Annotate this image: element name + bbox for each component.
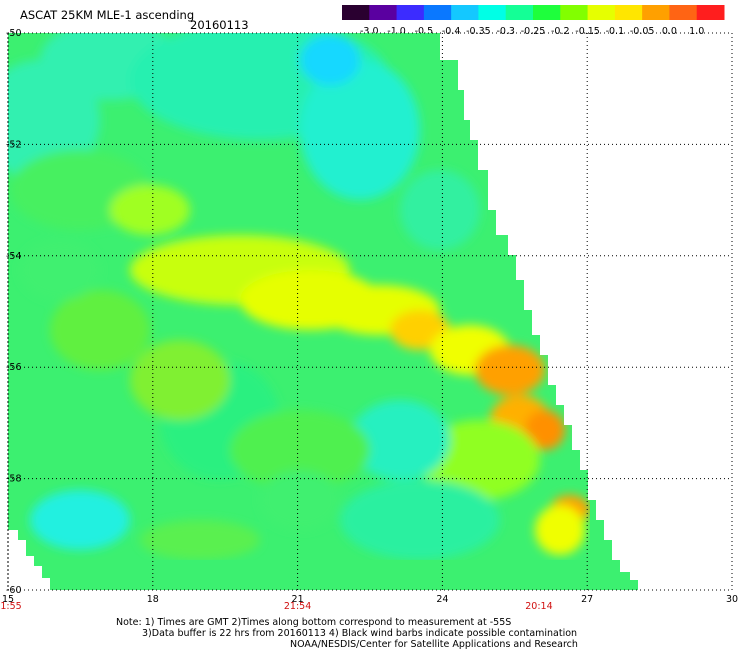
colorbar-label: 0.0 [662,26,677,37]
product-date: 20160113 [190,18,249,32]
colorbar-swatch [614,5,643,20]
note-line-3: NOAA/NESDIS/Center for Satellite Applica… [290,639,578,650]
colorbar [342,5,725,20]
colorbar-swatch [587,5,616,20]
colorbar-swatch [533,5,561,20]
time-labels: 21:55 21:54 20:14 [0,601,553,612]
longitude-label: 15 [2,594,14,605]
longitude-label: 18 [147,594,159,605]
longitude-label: 24 [436,594,448,605]
colorbar-swatch [396,5,425,20]
colorbar-swatch [423,5,452,20]
longitude-label: 27 [581,594,593,605]
longitude-label: 21 [292,594,304,605]
colorbar-label: -0.15 [575,26,600,37]
colorbar-label: -0.2 [551,26,570,37]
wind-field-swath [8,33,638,590]
colorbar-label: 1.0 [689,26,704,37]
latitude-label: -60 [6,585,22,596]
colorbar-label: -0.5 [415,26,434,37]
longitude-label: 30 [726,594,738,605]
note-line-2: 3)Data buffer is 22 hrs from 20160113 4)… [142,628,577,639]
map-grid [7,32,733,591]
colorbar-label: -0.3 [496,26,515,37]
colorbar-label: -0.1 [606,26,625,37]
product-title: ASCAT 25KM MLE-1 ascending [20,8,194,22]
colorbar-swatch [560,5,589,20]
colorbar-label: -0.35 [466,26,491,37]
measurement-time-label: 21:54 [284,601,311,612]
colorbar-label: -0.25 [521,26,546,37]
colorbar-labels: -3.0 -1.0 -0.5 -0.4 -0.35 -0.3 -0.25 -0.2 -0.15-… [360,26,704,37]
colorbar-label: -0.4 [442,26,461,37]
colorbar-swatch [342,5,370,20]
colorbar-swatch [478,5,507,20]
latitude-label: -58 [6,474,22,485]
colorbar-label: -1.0 [387,26,406,37]
colorbar-swatch [696,5,725,20]
colorbar-swatch [451,5,479,20]
colorbar-swatch [369,5,398,20]
measurement-time-label: 21:55 [0,601,22,612]
measurement-time-label: 20:14 [525,601,552,612]
colorbar-swatch [642,5,670,20]
colorbar-label: -3.0 [360,26,379,37]
latitude-label: -54 [6,251,22,262]
latitude-labels: -50 -52 -54 -56 -58 -60 [6,28,22,596]
latitude-label: -52 [6,139,22,150]
colorbar-swatch [669,5,698,20]
longitude-labels: 15 18 21 24 27 30 [2,594,738,605]
latitude-label: -50 [6,28,22,39]
colorbar-swatch [505,5,534,20]
note-line-1: Note: 1) Times are GMT 2)Times along bot… [116,617,511,628]
latitude-label: -56 [6,362,22,373]
colorbar-label: -0.05 [630,26,655,37]
